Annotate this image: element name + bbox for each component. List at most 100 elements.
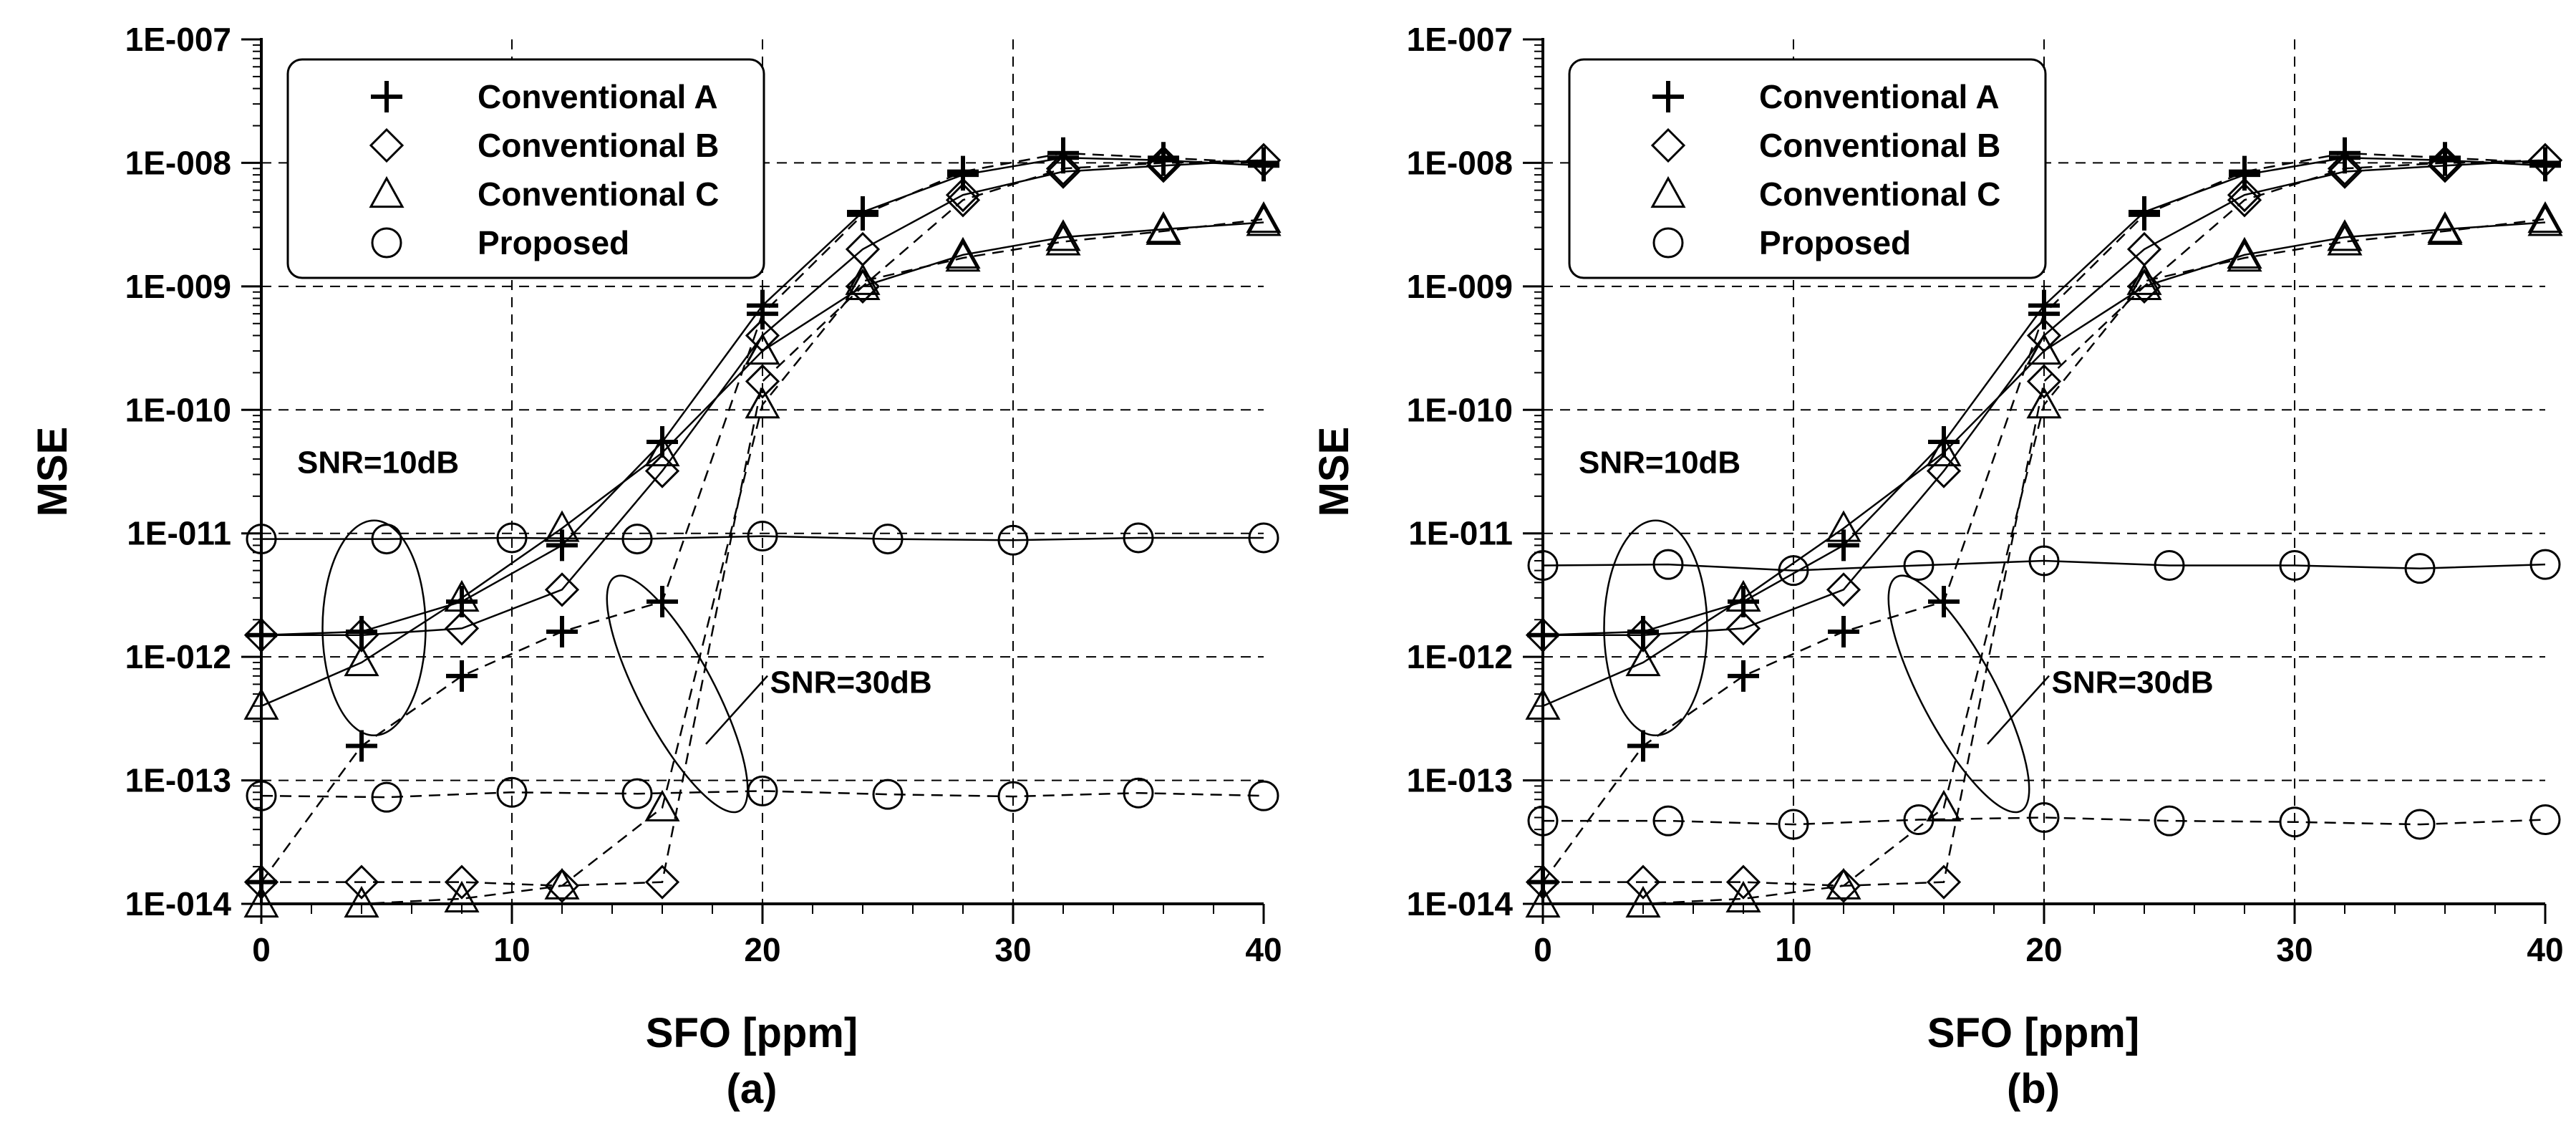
data-point-circle bbox=[1652, 805, 1684, 837]
data-point-circle bbox=[496, 776, 528, 808]
data-point-circle bbox=[621, 524, 653, 555]
legend: Conventional A Conventional B Conventional… bbox=[286, 58, 765, 279]
data-point-diamond bbox=[1625, 864, 1661, 900]
data-point-plus bbox=[546, 529, 578, 562]
data-point-diamond bbox=[644, 864, 680, 900]
x-tick-label: 40 bbox=[1245, 931, 1282, 968]
data-point-diamond bbox=[2327, 151, 2363, 186]
data-point-diamond bbox=[1625, 617, 1661, 652]
snr10-label: SNR=10dB bbox=[297, 445, 459, 481]
data-point-triangle bbox=[644, 434, 680, 467]
legend: Conventional A Conventional B Conventional… bbox=[1568, 58, 2047, 279]
data-point-diamond bbox=[243, 617, 279, 652]
data-point-diamond bbox=[1650, 127, 1686, 163]
data-point-plus bbox=[1652, 81, 1684, 112]
data-point-plus bbox=[1728, 660, 1759, 692]
data-point-circle bbox=[1527, 549, 1559, 581]
data-point-diamond bbox=[2126, 269, 2162, 304]
snr30-ellipse bbox=[1887, 574, 2030, 814]
y-tick-label: 1E-009 bbox=[1407, 268, 1513, 305]
series-line bbox=[261, 218, 1264, 905]
data-point-circle bbox=[747, 521, 778, 552]
data-point-circle bbox=[1123, 522, 1154, 554]
data-point-diamond bbox=[1246, 143, 1282, 178]
y-tick-label: 1E-011 bbox=[1408, 515, 1513, 552]
y-tick-label: 1E-010 bbox=[1407, 391, 1513, 428]
y-tick-label: 1E-008 bbox=[125, 144, 231, 181]
data-point-diamond bbox=[2427, 145, 2463, 180]
data-point-diamond bbox=[444, 611, 480, 646]
data-point-diamond bbox=[1146, 145, 1181, 180]
y-tick-label: 1E-014 bbox=[125, 885, 232, 922]
legend-label: Proposed bbox=[1759, 224, 1911, 261]
data-point-plus bbox=[2028, 298, 2060, 330]
snr30-leader-line bbox=[1987, 675, 2050, 745]
data-point-plus bbox=[1928, 586, 1960, 618]
legend-box bbox=[1568, 58, 2047, 279]
data-point-circle bbox=[496, 522, 528, 554]
data-point-plus bbox=[2529, 147, 2561, 179]
data-point-plus bbox=[346, 615, 377, 647]
data-point-diamond bbox=[1146, 148, 1181, 183]
data-point-diamond bbox=[243, 864, 279, 900]
data-point-triangle bbox=[544, 510, 580, 542]
legend-box bbox=[286, 58, 765, 279]
data-point-plus bbox=[446, 660, 478, 692]
data-point-circle bbox=[2279, 549, 2310, 581]
legend-label: Conventional B bbox=[478, 127, 719, 164]
data-point-circle bbox=[997, 781, 1029, 812]
data-point-diamond bbox=[745, 364, 780, 399]
y-axis-label: MSE bbox=[29, 427, 76, 517]
data-point-diamond bbox=[1725, 611, 1761, 646]
y-axis-label: MSE bbox=[1311, 427, 1357, 517]
data-point-plus bbox=[546, 615, 578, 647]
data-point-circle bbox=[1778, 809, 1809, 840]
data-point-triangle bbox=[2227, 236, 2262, 269]
snr10-ellipse bbox=[1603, 519, 1708, 737]
x-tick-label: 0 bbox=[252, 931, 271, 968]
data-point-circle bbox=[872, 779, 904, 810]
data-point-triangle bbox=[2126, 268, 2162, 300]
series-proposed-30dB bbox=[246, 775, 1279, 813]
data-point-diamond bbox=[369, 127, 405, 163]
data-point-circle bbox=[2529, 549, 2561, 580]
data-point-triangle bbox=[745, 332, 780, 365]
series-conventional-b-30dB bbox=[243, 143, 1282, 903]
y-tick-label: 1E-011 bbox=[127, 515, 231, 552]
data-point-circle bbox=[2529, 804, 2561, 836]
data-point-circle bbox=[1123, 777, 1154, 809]
y-tick-label: 1E-007 bbox=[125, 21, 231, 58]
y-tick-label: 1E-009 bbox=[125, 268, 231, 305]
data-point-plus bbox=[747, 298, 778, 330]
snr10-ellipse bbox=[321, 519, 427, 737]
series-proposed-30dB bbox=[1527, 801, 2561, 840]
data-point-circle bbox=[1652, 549, 1684, 580]
y-tick-label: 1E-012 bbox=[1407, 638, 1513, 675]
y-tick-label: 1E-007 bbox=[1407, 21, 1513, 58]
data-point-triangle bbox=[344, 885, 379, 918]
data-point-triangle bbox=[2327, 223, 2363, 256]
annotations: SNR=10dB SNR=30dB bbox=[297, 445, 932, 814]
data-point-triangle bbox=[945, 236, 981, 269]
data-point-triangle bbox=[845, 268, 881, 300]
data-point-triangle bbox=[745, 387, 780, 419]
y-tick-label: 1E-014 bbox=[1407, 885, 1514, 922]
data-point-diamond bbox=[544, 572, 580, 607]
series-line bbox=[1543, 218, 2546, 905]
data-point-triangle bbox=[1926, 789, 1962, 821]
data-point-triangle bbox=[2527, 201, 2563, 233]
data-point-circle bbox=[371, 781, 402, 813]
data-point-circle bbox=[1903, 804, 1935, 836]
data-point-triangle bbox=[1826, 867, 1861, 900]
data-point-circle bbox=[2154, 549, 2185, 581]
data-point-plus bbox=[2129, 198, 2160, 231]
data-point-diamond bbox=[2227, 183, 2262, 218]
data-point-plus bbox=[947, 155, 979, 188]
data-point-triangle bbox=[1725, 880, 1761, 912]
series-proposed-10dB bbox=[246, 521, 1279, 556]
x-tick-label: 30 bbox=[2276, 931, 2313, 968]
data-point-diamond bbox=[544, 868, 580, 903]
x-tick-label: 10 bbox=[1775, 931, 1811, 968]
data-point-triangle bbox=[1625, 644, 1661, 677]
